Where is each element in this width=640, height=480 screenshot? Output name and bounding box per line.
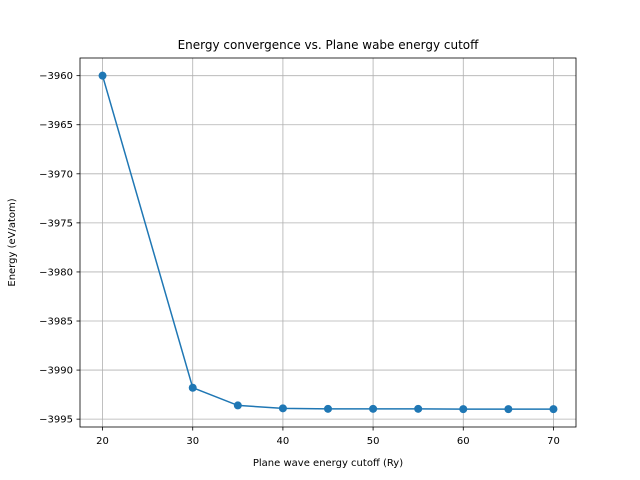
x-tick-label: 50 [367,436,380,447]
data-point [414,404,423,413]
data-point [233,401,242,410]
y-tick-label: −3970 [39,169,73,180]
x-tick-label: 40 [277,436,290,447]
x-tick-label: 70 [547,436,560,447]
x-axis-label: Plane wave energy cutoff (Ry) [253,458,403,469]
data-point [459,405,468,414]
y-tick-label: −3995 [39,415,73,426]
y-tick-label: −3980 [39,267,73,278]
data-point [549,405,558,414]
y-tick-label: −3965 [39,120,73,131]
ticks: 20 30 40 50 60 70 −3960 −3965 −3970 −3975 −3980 −39… [39,71,560,447]
data-point [369,404,378,413]
x-tick-label: 30 [186,436,199,447]
data-point [98,71,107,80]
plot-frame [79,57,577,428]
data-point [504,405,513,414]
series [98,71,558,414]
data-point [324,404,332,413]
y-tick-label: −3975 [39,218,73,229]
y-axis-label: Energy (eV/atom) [7,198,18,286]
grid [80,58,576,427]
y-tick-label: −3985 [39,317,73,328]
x-tick-label: 60 [457,436,470,447]
chart-title: Energy convergence vs. Plane wabe energy… [178,38,480,52]
data-point [278,404,287,413]
x-tick-label: 20 [96,436,109,447]
data-point [188,383,197,392]
y-tick-label: −3990 [39,366,73,377]
series-line [101,75,554,410]
y-tick-label: −3960 [39,71,73,82]
